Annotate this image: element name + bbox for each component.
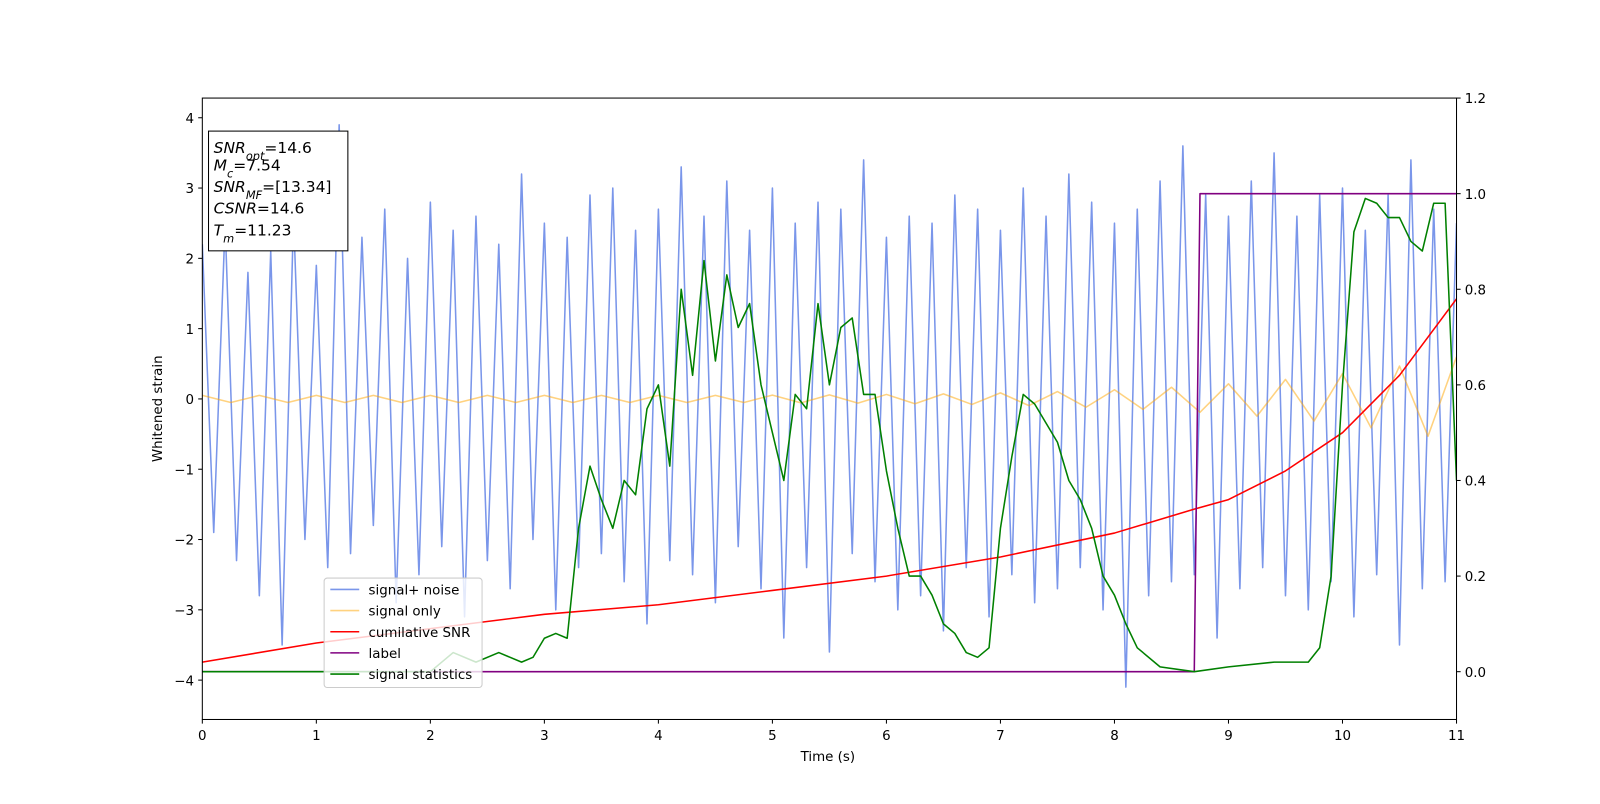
- x-tick-label: 2: [426, 729, 435, 744]
- legend-label: label: [369, 647, 401, 662]
- y-tick-label: 3: [186, 182, 195, 197]
- line-series: [202, 124, 1457, 688]
- x-tick-label: 4: [654, 729, 663, 744]
- x-tick-label: 9: [1224, 729, 1233, 744]
- y2-tick-label: 0.2: [1465, 570, 1486, 585]
- annotation-frame: [208, 130, 349, 252]
- legend: signal+ noise signal only cumilative SNR la…: [323, 577, 483, 688]
- y2-tick-label: 0.8: [1465, 283, 1486, 298]
- y-axis-label: Whitened strain: [151, 355, 166, 462]
- x-tick-label: 7: [996, 729, 1005, 744]
- annotation-box: SNRopt=14.6Mc=7.54SNRMF=[13.34]CSNR=14.6…: [208, 130, 349, 252]
- line-series: [202, 197, 1457, 673]
- y2-tick-label: 1.2: [1465, 92, 1486, 107]
- y2-tick-label: 0.4: [1465, 475, 1486, 490]
- annotation-text: =14.6: [264, 139, 311, 157]
- plot-frame: [201, 97, 1458, 720]
- annotation-sub: opt: [246, 149, 265, 163]
- annotation-symbol: M: [214, 156, 227, 174]
- y-tick-label: −3: [174, 604, 194, 619]
- x-tick-label: 8: [1110, 729, 1119, 744]
- x-tick-label: 5: [768, 729, 777, 744]
- annotation: SNRopt=14.6: [214, 139, 312, 163]
- legend-frame: [323, 577, 483, 688]
- y-tick-label: 4: [186, 112, 195, 127]
- line-series: [202, 356, 1457, 437]
- annotation-symbol: CSNR: [214, 200, 257, 218]
- y2-tick-label: 1.0: [1465, 188, 1486, 203]
- legend-label: cumilative SNR: [369, 626, 471, 641]
- annotation-text: =11.23: [234, 221, 291, 239]
- annotation-sub: MF: [246, 188, 263, 202]
- y-tick-label: 2: [186, 253, 195, 268]
- annotation: Mc=7.54: [214, 156, 281, 180]
- y2-tick-label: 0.0: [1465, 666, 1486, 681]
- annotation-text: =[13.34]: [262, 178, 331, 196]
- annotation-symbol: SNR: [214, 139, 246, 157]
- y2-tick-label: 0.6: [1465, 379, 1486, 394]
- annotation-symbol: SNR: [214, 178, 246, 196]
- y-tick-label: −1: [174, 463, 194, 478]
- x-axis-label: Time (s): [800, 750, 856, 765]
- y-tick-label: −2: [174, 534, 194, 549]
- x-tick-label: 10: [1334, 729, 1351, 744]
- annotation: CSNR=14.6: [214, 200, 305, 218]
- y-tick-label: 1: [186, 323, 195, 338]
- annotation: Tm=11.23: [214, 221, 292, 245]
- annotation-text: =7.54: [233, 156, 280, 174]
- x-tick-label: 1: [312, 729, 321, 744]
- legend-label: signal+ noise: [369, 584, 460, 599]
- x-tick-label: 6: [882, 729, 891, 744]
- line-series: [202, 192, 1457, 673]
- annotation-sub: c: [227, 166, 234, 180]
- annotation-symbol: T: [214, 221, 225, 239]
- annotation-sub: m: [223, 231, 234, 245]
- x-tick-label: 11: [1448, 729, 1465, 744]
- annotation: SNRMF=[13.34]: [214, 178, 332, 202]
- y-tick-label: 0: [186, 393, 195, 408]
- annotation-text: =14.6: [257, 200, 304, 218]
- y-tick-label: −4: [174, 674, 194, 689]
- x-tick-label: 0: [198, 729, 207, 744]
- x-tick-label: 3: [540, 729, 549, 744]
- legend-label: signal statistics: [369, 668, 473, 683]
- legend-label: signal only: [369, 605, 441, 620]
